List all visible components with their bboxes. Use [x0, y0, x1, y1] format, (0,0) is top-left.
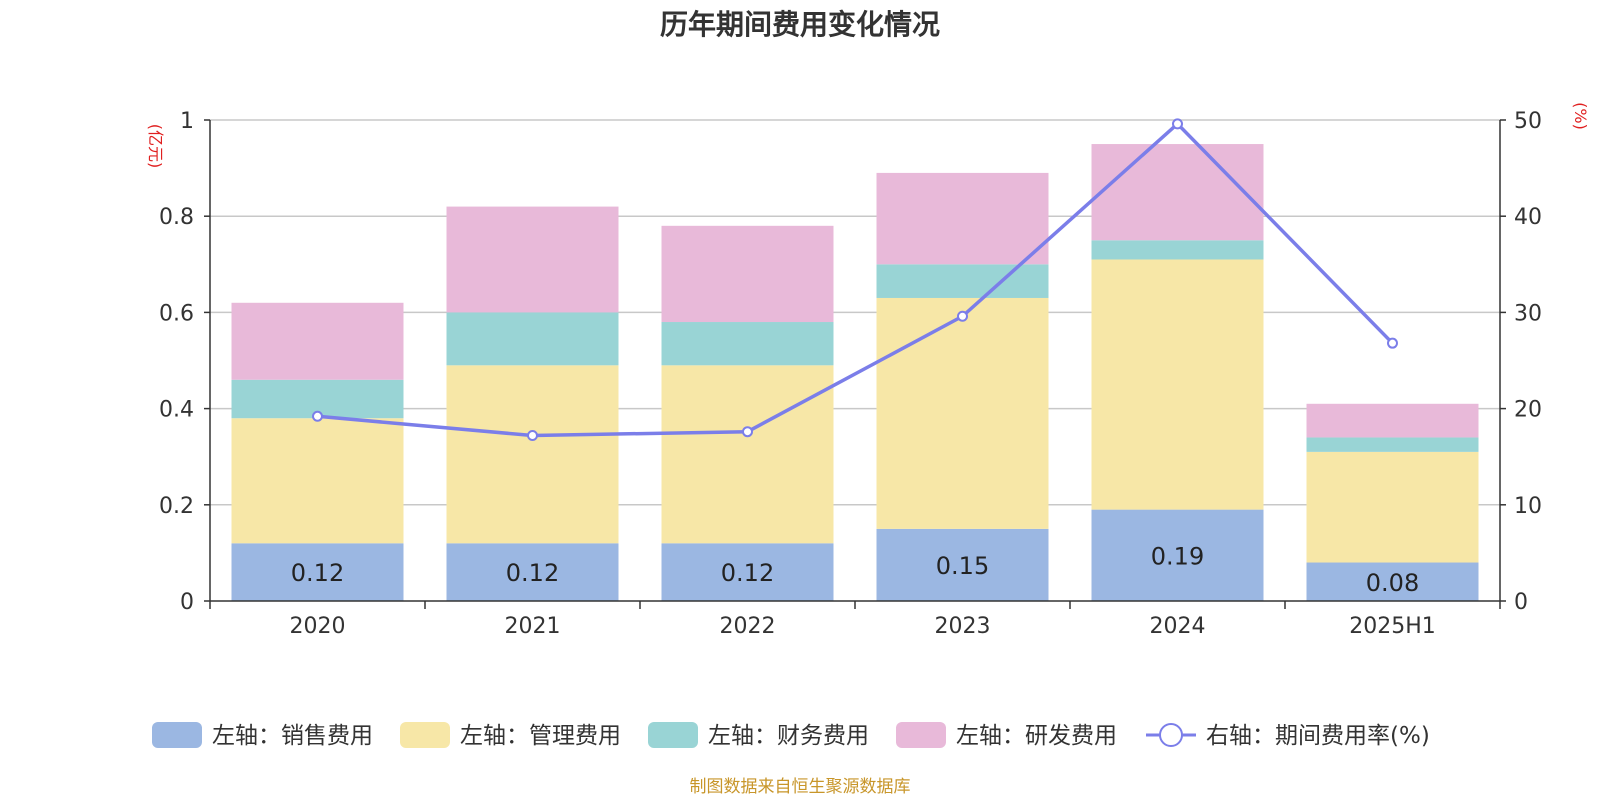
left-axis-tick-label: 0.2	[159, 494, 194, 519]
legend-swatch	[152, 722, 202, 748]
bar-2-2025h1	[1306, 437, 1479, 452]
bar-3-2023	[876, 172, 1049, 265]
bar-0-2025h1	[1306, 562, 1479, 601]
left-axis-tick-label: 0	[180, 590, 194, 615]
right-axis-tick-label: 0	[1514, 590, 1528, 615]
bar-1-2021	[446, 365, 619, 544]
legend-label: 左轴：研发费用	[956, 723, 1117, 749]
bars: 0.12 0.12 0.12 0.15 0.19 0.08	[231, 144, 1479, 601]
bar-0-2023	[876, 528, 1049, 601]
bar-3-2022	[661, 225, 834, 323]
legend-label: 左轴：管理费用	[460, 723, 621, 749]
right-axis-tick-label: 20	[1514, 398, 1542, 423]
x-axis-tick-label: 2021	[505, 614, 561, 639]
bar-3-2021	[446, 206, 619, 313]
bar-data-label: 0.15	[936, 552, 989, 580]
bar-1-2024	[1091, 259, 1264, 510]
bar-1-2023	[876, 297, 1049, 529]
left-axis-tick-label: 0.4	[159, 398, 194, 423]
right-axis-unit: (%)	[1571, 102, 1590, 130]
bar-1-2025h1	[1306, 451, 1479, 563]
right-axis-tick-label: 30	[1514, 301, 1542, 326]
rate-point	[1387, 337, 1398, 349]
legend-point-swatch	[1159, 723, 1183, 747]
legend-swatch	[400, 722, 450, 748]
x-axis-tick-label: 2023	[935, 614, 991, 639]
bar-2-2023	[876, 264, 1049, 298]
legend-label: 左轴：财务费用	[708, 723, 869, 749]
source-note: 制图数据来自恒生聚源数据库	[690, 777, 911, 797]
bar-0-2021	[446, 543, 619, 601]
bar-3-2024	[1091, 144, 1264, 241]
rate-line	[312, 118, 1398, 442]
bar-data-label: 0.08	[1366, 569, 1419, 597]
bar-0-2024	[1091, 509, 1264, 601]
x-axis-tick-label: 2022	[720, 614, 776, 639]
bar-3-2025h1	[1306, 403, 1479, 438]
rate-point	[742, 426, 753, 438]
bar-data-label: 0.19	[1151, 542, 1204, 570]
x-axis-tick-label: 2020	[290, 614, 346, 639]
bar-3-2020	[231, 302, 404, 380]
bar-data-label: 0.12	[506, 559, 559, 587]
rate-polyline	[317, 122, 1394, 438]
bar-1-2020	[231, 418, 404, 544]
legend: 左轴：销售费用 左轴：管理费用 左轴：财务费用 左轴：研发费用 右轴：期间费用率(%)	[152, 722, 1430, 749]
bar-0-2022	[661, 543, 834, 601]
grid-lines	[210, 119, 1500, 506]
bar-data-label: 0.12	[291, 559, 344, 587]
bar-1-2022	[661, 365, 834, 544]
left-axis-tick-label: 0.8	[159, 205, 194, 230]
right-axis-tick-label: 50	[1514, 109, 1542, 134]
legend-label: 左轴：销售费用	[212, 723, 373, 749]
bar-2-2024	[1091, 240, 1264, 260]
left-axis-tick-label: 1	[180, 109, 194, 134]
right-axis-tick-label: 40	[1514, 205, 1542, 230]
legend-swatch	[648, 722, 698, 748]
legend-label: 右轴：期间费用率(%)	[1206, 723, 1430, 749]
x-axis-tick-label: 2024	[1150, 614, 1206, 639]
rate-point	[1172, 118, 1183, 130]
bar-2-2022	[661, 322, 834, 366]
bar-0-2020	[231, 543, 404, 601]
rate-point	[527, 430, 538, 442]
left-axis-tick-label: 0.6	[159, 301, 194, 326]
right-axis-tick-label: 10	[1514, 494, 1542, 519]
rate-point	[957, 310, 968, 322]
left-axis-unit: (亿元)	[146, 124, 165, 169]
legend-swatch	[896, 722, 946, 748]
rate-point	[312, 410, 323, 422]
bar-2-2021	[446, 312, 619, 366]
bar-data-label: 0.12	[721, 559, 774, 587]
x-axis-tick-label: 2025H1	[1349, 614, 1436, 639]
chart-title: 历年期间费用变化情况	[660, 8, 940, 41]
